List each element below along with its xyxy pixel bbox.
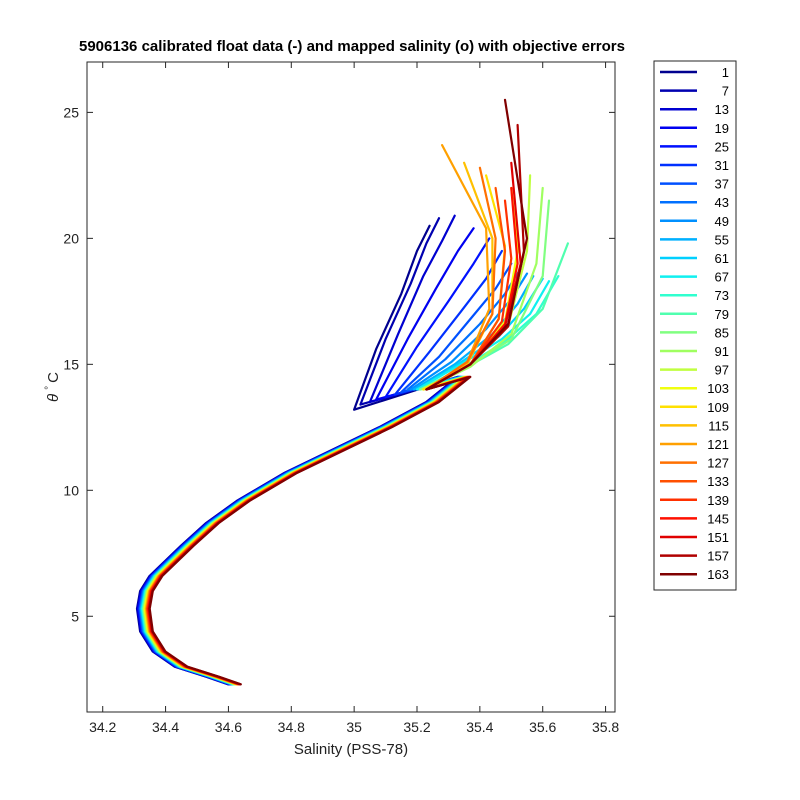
legend-label-37: 37 [715, 177, 729, 192]
x-tick-label: 35.2 [403, 719, 430, 735]
y-tick-label: 10 [63, 482, 79, 498]
plot-background [87, 62, 615, 712]
x-axis: 34.2 34.4 34.6 34.8 35 35.2 35.4 35.6 35.8 [89, 62, 619, 735]
y-axis-label-degree: ° [44, 386, 55, 390]
chart-title: 5906136 calibrated float data (-) and ma… [79, 38, 625, 55]
y-axis-label-unit: C [45, 372, 62, 383]
x-axis-label: Salinity (PSS-78) [294, 741, 408, 758]
y-tick-label: 5 [71, 608, 79, 624]
legend-label-67: 67 [715, 270, 729, 285]
y-tick-label: 15 [63, 356, 79, 372]
legend-label-163: 163 [707, 567, 729, 582]
y-axis-label: θ ° C [44, 372, 62, 402]
plot-frame [86, 61, 616, 713]
y-tick-label: 25 [63, 104, 79, 120]
x-tick-label: 35 [346, 719, 362, 735]
legend-label-115: 115 [708, 418, 729, 433]
legend-label-7: 7 [722, 84, 729, 99]
legend-label-127: 127 [707, 456, 729, 471]
legend-label-1: 1 [722, 65, 729, 80]
legend: 1 7 13 19 25 31 37 43 49 55 61 67 73 79 85 91 97 103 109 11… [653, 60, 737, 591]
legend-label-139: 139 [707, 493, 729, 508]
legend-label-97: 97 [715, 363, 729, 378]
plot-area: 34.2 34.4 34.6 34.8 35 35.2 35.4 35.6 35.8 5 10 15… [63, 61, 619, 735]
legend-label-61: 61 [715, 251, 729, 266]
y-axis-label-symbol: θ [45, 394, 62, 402]
legend-label-121: 121 [707, 437, 729, 452]
x-tick-label: 34.4 [152, 719, 179, 735]
legend-label-49: 49 [715, 214, 729, 229]
legend-items: 1 7 13 19 25 31 37 43 49 55 61 67 73 79 85 91 97 103 109 11… [660, 65, 729, 582]
legend-label-25: 25 [715, 139, 729, 154]
series-layer [135, 98, 569, 686]
series-line-163 [148, 98, 529, 686]
x-tick-label: 34.2 [89, 719, 116, 735]
legend-box [653, 60, 737, 591]
legend-label-79: 79 [715, 307, 729, 322]
legend-label-85: 85 [715, 325, 729, 340]
x-tick-label: 35.4 [466, 719, 493, 735]
legend-label-43: 43 [715, 195, 729, 210]
y-axis: 5 10 15 20 25 [63, 104, 615, 624]
legend-label-73: 73 [715, 288, 729, 303]
x-tick-label: 34.6 [215, 719, 242, 735]
legend-label-103: 103 [707, 381, 729, 396]
x-tick-label: 35.6 [529, 719, 556, 735]
legend-label-19: 19 [715, 121, 729, 136]
legend-label-133: 133 [707, 474, 729, 489]
x-tick-label: 34.8 [278, 719, 305, 735]
legend-label-157: 157 [707, 549, 729, 564]
legend-label-31: 31 [715, 158, 729, 173]
legend-label-13: 13 [715, 102, 729, 117]
legend-label-109: 109 [707, 400, 729, 415]
x-tick-label: 35.8 [592, 719, 619, 735]
legend-label-91: 91 [715, 344, 729, 359]
legend-label-145: 145 [707, 511, 729, 526]
legend-label-55: 55 [715, 232, 729, 247]
y-tick-label: 20 [63, 230, 79, 246]
legend-label-151: 151 [707, 530, 729, 545]
